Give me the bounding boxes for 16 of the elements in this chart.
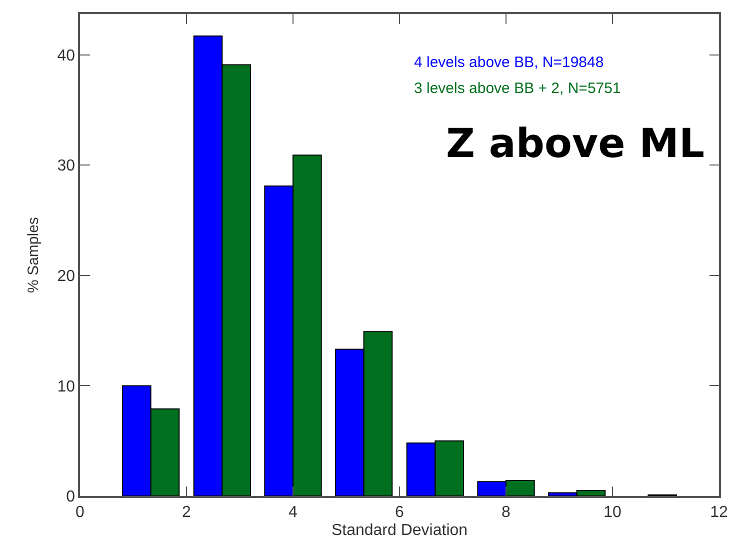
y-tick-label: 30 xyxy=(57,158,76,175)
y-tick-label: 0 xyxy=(66,488,76,506)
x-tick-label: 12 xyxy=(710,504,728,521)
x-axis-title: Standard Deviation xyxy=(331,522,468,540)
y-tick-label: 20 xyxy=(57,268,76,286)
text: 4 levels above BB, N=19848 xyxy=(414,54,604,71)
y-tick-label: 40 xyxy=(57,47,76,64)
y-axis-title: % Samples xyxy=(25,217,42,293)
x-tick-label: 6 xyxy=(395,504,404,521)
x-tick-label: 8 xyxy=(502,504,511,521)
x-tick-label: 10 xyxy=(604,504,622,521)
y-tick-label: 10 xyxy=(57,378,76,396)
x-tick-label: 2 xyxy=(182,504,192,521)
annotation: Z above ML xyxy=(446,121,704,167)
text: 3 levels above BB + 2, N=5751 xyxy=(414,80,621,97)
x-tick-label: 4 xyxy=(288,504,298,521)
